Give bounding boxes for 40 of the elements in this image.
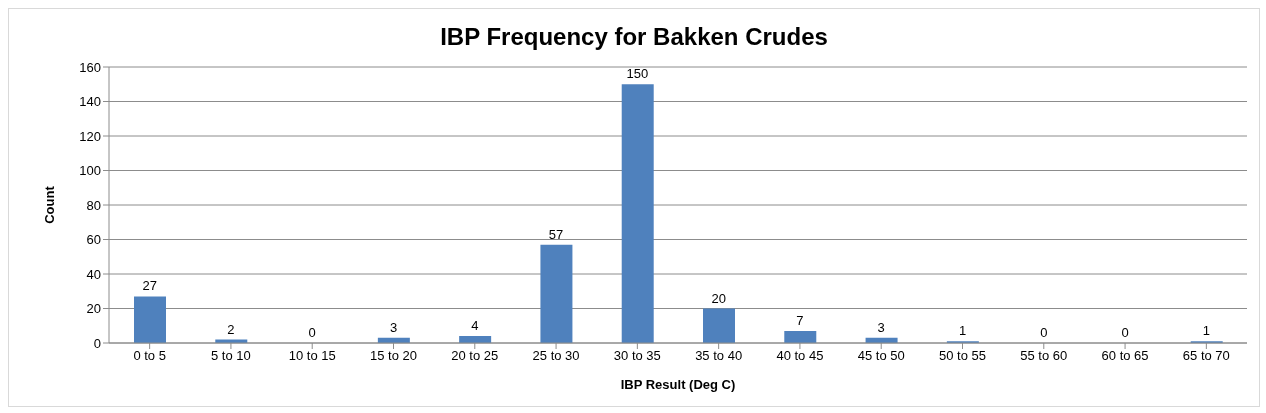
data-label: 1 <box>958 323 967 339</box>
data-label: 3 <box>389 319 398 335</box>
data-label: 7 <box>796 312 804 328</box>
y-tick-label: 0 <box>93 335 101 351</box>
x-tick-label: 15 to 20 <box>370 348 417 364</box>
x-tick-label: 45 to 50 <box>857 348 905 364</box>
x-tick-label: 25 to 30 <box>532 348 580 364</box>
x-tick-label: 55 to 60 <box>1020 348 1068 364</box>
x-tick-label: 10 to 15 <box>288 348 336 364</box>
data-label: 27 <box>142 278 157 294</box>
data-label: 3 <box>877 319 885 335</box>
x-tick-label: 20 to 25 <box>451 348 499 364</box>
y-tick-label: 20 <box>86 301 101 317</box>
y-axis-title: Count <box>41 185 57 224</box>
x-tick-label: 0 to 5 <box>133 348 166 364</box>
y-tick-label: 80 <box>86 197 101 213</box>
data-label: 0 <box>1121 325 1129 340</box>
data-label: 150 <box>626 66 649 82</box>
data-label: 0 <box>1040 325 1048 340</box>
data-label: 20 <box>711 290 726 306</box>
x-axis-title: IBP Result (Deg C) <box>620 377 736 392</box>
y-tick-label: 100 <box>79 163 101 179</box>
data-label: 4 <box>471 318 479 334</box>
x-tick-label: 40 to 45 <box>776 348 824 364</box>
y-tick-label: 160 <box>79 59 101 75</box>
y-tick-label: 60 <box>86 232 101 248</box>
y-tick-label: 120 <box>79 128 101 144</box>
x-tick-label: 65 to 70 <box>1182 348 1230 364</box>
data-label: 2 <box>227 321 235 337</box>
x-tick-label: 30 to 35 <box>613 348 661 364</box>
y-tick-label: 40 <box>86 266 101 282</box>
y-tick-label: 140 <box>79 94 101 110</box>
data-label: 0 <box>308 325 316 340</box>
chart-title: IBP Frequency for Bakken Crudes <box>439 23 829 52</box>
data-label: 57 <box>548 226 564 242</box>
data-label: 1 <box>1202 323 1210 339</box>
x-tick-label: 5 to 10 <box>211 348 251 364</box>
x-tick-label: 35 to 40 <box>695 348 743 364</box>
x-tick-label: 60 to 65 <box>1101 348 1149 364</box>
x-tick-label: 50 to 55 <box>939 348 986 364</box>
